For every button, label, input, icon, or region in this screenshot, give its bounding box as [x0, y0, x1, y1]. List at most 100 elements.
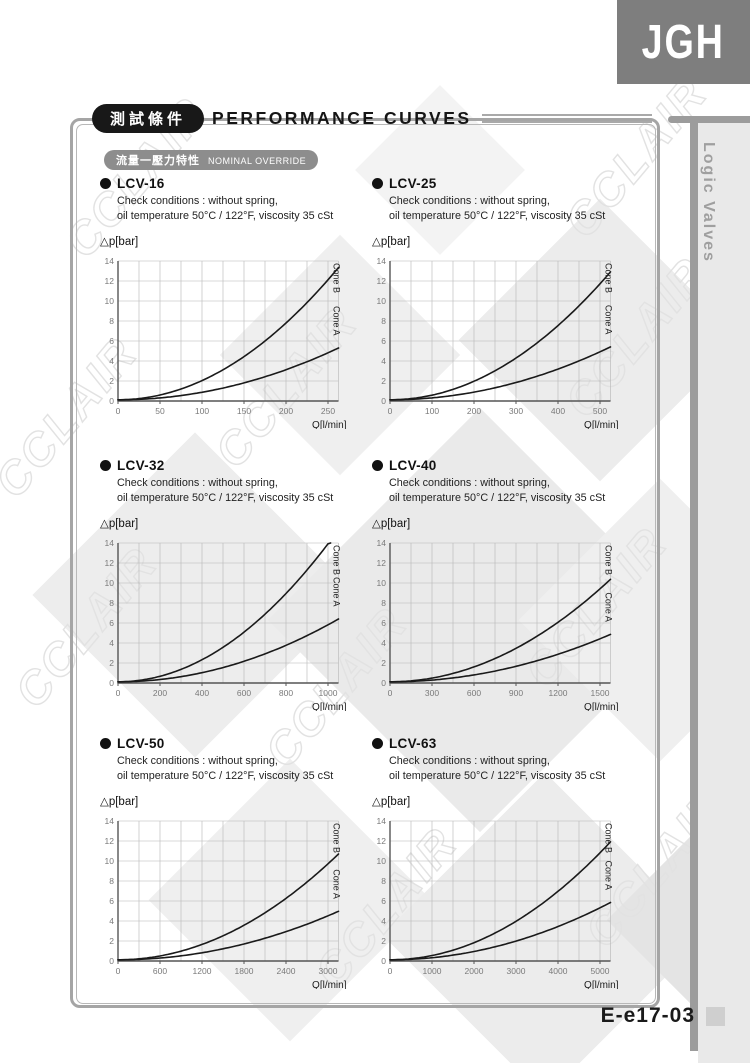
check-conditions-line2: oil temperature 50°C / 122°F, viscosity … — [117, 210, 334, 222]
x-tick-label: 1200 — [193, 966, 212, 976]
y-tick-label: 6 — [381, 336, 386, 346]
cone-b-curve — [117, 542, 332, 683]
check-conditions-line1: Check conditions : without spring, — [117, 755, 278, 767]
y-axis-label: △p[bar] — [372, 796, 411, 808]
characteristic-label-en: NOMINAL OVERRIDE — [208, 156, 307, 166]
x-tick-label: 3000 — [507, 966, 526, 976]
x-tick-label: 4000 — [549, 966, 568, 976]
cone-a-curve — [389, 901, 612, 961]
characteristic-label-cn: 流量一壓力特性 — [116, 155, 200, 167]
performance-plot: 0 2 4 6 8 10 12 14 0 1000 2000 3000 4000 5000 Q[l/min]… — [377, 816, 619, 989]
x-tick-label: 2400 — [277, 966, 296, 976]
content-frame — [70, 118, 660, 1008]
header-double-rule — [481, 114, 652, 123]
check-conditions-line2: oil temperature 50°C / 122°F, viscosity … — [117, 770, 334, 782]
sidebar-tab-stem — [690, 116, 698, 1051]
x-tick-label: 3000 — [319, 966, 338, 976]
y-tick-label: 6 — [381, 896, 386, 906]
y-tick-label: 0 — [109, 956, 114, 966]
chart-block-lcv-16: LCV-16 Check conditions : without spring,… — [100, 176, 368, 429]
bullet-icon — [372, 738, 383, 749]
y-tick-label: 4 — [381, 916, 386, 926]
y-tick-label: 0 — [381, 678, 386, 688]
chart-model-name: LCV-16 — [117, 176, 165, 191]
cone-a-label: Cone A — [332, 577, 342, 607]
y-tick-label: 2 — [381, 658, 386, 668]
chart-title: LCV-32 — [100, 458, 368, 473]
x-tick-label: 100 — [425, 406, 439, 416]
check-conditions-line1: Check conditions : without spring, — [389, 755, 550, 767]
y-tick-label: 0 — [381, 956, 386, 966]
cone-a-curve — [117, 618, 340, 683]
y-tick-label: 12 — [105, 276, 115, 286]
cone-b-label: Cone B — [604, 823, 614, 853]
chart-title: LCV-16 — [100, 176, 368, 191]
x-tick-label: 300 — [425, 688, 439, 698]
y-tick-label: 2 — [109, 658, 114, 668]
x-tick-label: 600 — [153, 966, 167, 976]
cone-a-label: Cone A — [332, 306, 342, 336]
chart-block-lcv-63: LCV-63 Check conditions : without spring,… — [372, 736, 640, 989]
x-tick-label: 200 — [467, 406, 481, 416]
y-tick-label: 10 — [377, 856, 387, 866]
y-tick-label: 0 — [109, 396, 114, 406]
bullet-icon — [372, 178, 383, 189]
page-header: 測試條件 PERFORMANCE CURVES — [92, 104, 652, 133]
cone-b-curve — [117, 266, 340, 401]
y-tick-label: 12 — [105, 836, 115, 846]
x-tick-label: 600 — [467, 688, 481, 698]
y-tick-label: 6 — [381, 618, 386, 628]
cone-a-label: Cone A — [604, 305, 614, 335]
x-tick-label: 1000 — [423, 966, 442, 976]
chart-model-name: LCV-40 — [389, 458, 437, 473]
y-tick-label: 12 — [377, 276, 387, 286]
bullet-icon — [100, 178, 111, 189]
x-tick-label: 400 — [195, 688, 209, 698]
check-conditions-line1: Check conditions : without spring, — [117, 195, 278, 207]
x-axis-label: Q[l/min] — [584, 702, 619, 711]
y-tick-label: 8 — [381, 598, 386, 608]
cone-a-label: Cone A — [332, 869, 342, 899]
y-tick-label: 14 — [377, 538, 387, 548]
y-tick-label: 4 — [109, 638, 114, 648]
check-conditions-line2: oil temperature 50°C / 122°F, viscosity … — [117, 492, 334, 504]
cone-a-curve — [117, 910, 340, 961]
document-code: E-e17-03 — [600, 1004, 695, 1027]
chart-block-lcv-25: LCV-25 Check conditions : without spring,… — [372, 176, 640, 429]
cone-b-label: Cone B — [604, 263, 614, 293]
chart-block-lcv-32: LCV-32 Check conditions : without spring,… — [100, 458, 368, 711]
y-tick-label: 8 — [109, 598, 114, 608]
x-axis-label: Q[l/min] — [312, 980, 347, 989]
y-tick-label: 0 — [109, 678, 114, 688]
x-tick-label: 0 — [388, 688, 393, 698]
y-axis-label: △p[bar] — [100, 518, 139, 530]
y-tick-label: 14 — [105, 256, 115, 266]
y-tick-label: 12 — [377, 558, 387, 568]
chart-block-lcv-50: LCV-50 Check conditions : without spring,… — [100, 736, 368, 989]
logo-text: JGH — [641, 14, 726, 69]
x-tick-label: 5000 — [591, 966, 610, 976]
y-tick-label: 6 — [109, 896, 114, 906]
x-tick-label: 1000 — [319, 688, 338, 698]
x-tick-label: 1200 — [549, 688, 568, 698]
y-tick-label: 4 — [381, 638, 386, 648]
x-tick-label: 200 — [279, 406, 293, 416]
y-tick-label: 8 — [381, 876, 386, 886]
document-code-marker — [706, 1007, 725, 1026]
x-tick-label: 50 — [155, 406, 165, 416]
chart-model-name: LCV-25 — [389, 176, 437, 191]
company-logo: JGH — [617, 0, 750, 84]
chart-model-name: LCV-50 — [117, 736, 165, 751]
check-conditions-line1: Check conditions : without spring, — [117, 477, 278, 489]
y-tick-label: 14 — [105, 816, 115, 826]
x-axis-label: Q[l/min] — [584, 980, 619, 989]
y-tick-label: 14 — [377, 256, 387, 266]
y-tick-label: 8 — [381, 316, 386, 326]
sidebar-tab-cap — [668, 116, 750, 123]
y-axis-label: △p[bar] — [372, 518, 411, 530]
cone-b-curve — [389, 271, 612, 401]
y-tick-label: 4 — [381, 356, 386, 366]
check-conditions-line2: oil temperature 50°C / 122°F, viscosity … — [389, 492, 606, 504]
performance-plot: 0 2 4 6 8 10 12 14 0 200 400 600 800 1000 Q[l/min] Cone… — [105, 538, 347, 711]
